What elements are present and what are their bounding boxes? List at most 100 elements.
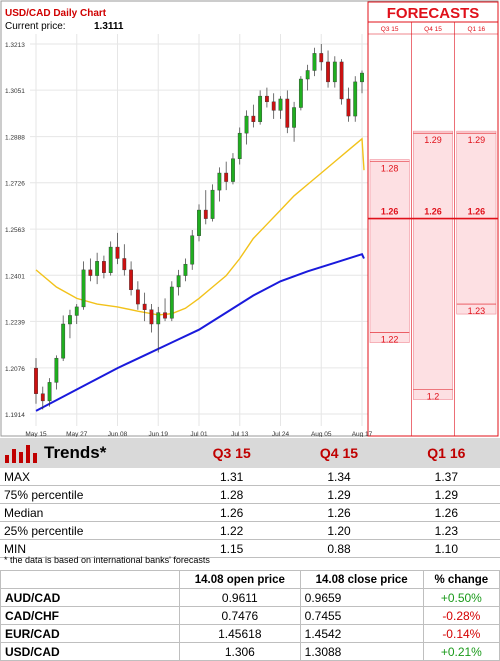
y-tick-label: 1.1914 [5,412,25,419]
trends-header-q1: Q1 16 [392,438,500,468]
trends-footnote: * the data is based on international ban… [4,555,210,565]
y-tick-label: 1.3051 [5,88,25,95]
candle-body [258,95,263,122]
pair: EUR/CAD [0,624,180,643]
trends-header-q3: Q3 15 [178,438,286,468]
candle-body [305,70,310,80]
candle-body [332,61,337,83]
cell: 1.23 [392,521,500,540]
x-tick-label: Jun 08 [108,431,128,437]
x-tick-label: Jul 24 [272,431,290,437]
prices-table: 14.08 open price 14.08 close price % cha… [0,570,500,661]
forecast-value-label: 1.28 [381,164,399,174]
row-label: 25% percentile [0,521,178,540]
candle-body [353,81,358,117]
candle-body [265,95,269,103]
candle-body [61,323,66,359]
x-tick-label: Jun 19 [148,431,168,437]
prices-header-blank [0,570,180,589]
change: +0.21% [422,642,500,661]
candle-body [326,61,330,83]
candle-body [115,246,120,259]
trends-row: 25% percentile 1.22 1.20 1.23 [0,521,500,540]
candle-body [312,53,317,71]
candle-body [278,98,283,111]
y-tick-label: 1.2563 [5,227,25,234]
candle-body [163,312,167,319]
x-tick-label: Jul 13 [231,431,249,437]
candle-body [203,209,208,219]
candle-body [81,269,86,308]
trends-row: 75% percentile 1.28 1.29 1.29 [0,485,500,504]
pair: AUD/CAD [0,588,180,607]
cell: 1.28 [178,485,286,504]
open: 1.45618 [179,624,301,643]
prices-header-close: 14.08 close price [299,570,424,589]
close: 1.4542 [299,624,424,643]
y-tick-label: 1.3213 [5,42,25,49]
candle-body [95,261,100,276]
prices-header-row: 14.08 open price 14.08 close price % cha… [0,570,500,589]
candle-body [244,115,249,134]
candle-body [34,367,38,394]
candle-body [40,393,45,402]
cell: 1.29 [285,485,393,504]
candle-body [156,312,161,325]
close: 0.9659 [299,588,424,607]
row-label: 75% percentile [0,485,178,504]
candle-body [360,72,364,83]
open: 0.9611 [179,588,301,607]
trends-title-cell: Trends* [0,438,178,468]
trends-row: MAX 1.31 1.34 1.37 [0,468,500,486]
candle-body [142,303,147,310]
forecast-value-label: 1.29 [468,135,486,145]
chart-title: USD/CAD Daily Chart [5,8,107,19]
candle-body [251,115,256,122]
cell: 1.26 [392,503,500,522]
price-row: EUR/CAD 1.45618 1.4542 -0.14% [0,624,500,643]
forecast-median-label: 1.26 [424,207,442,217]
candle-body [197,209,201,236]
cell: 1.10 [392,539,500,558]
candle-body [176,275,181,288]
forecast-range-box [456,130,497,315]
candle-body [285,98,290,128]
trends-title: Trends* [44,443,107,462]
candle-body [231,158,235,182]
candle-body [68,315,72,325]
candle-body [210,189,215,219]
candle-body [183,263,188,276]
forecast-range-box [413,130,453,400]
candle-body [149,309,154,325]
chart-grid [30,34,368,426]
cell: 1.29 [392,485,500,504]
candle-body [237,132,242,159]
trends-row: MIN 1.15 0.88 1.10 [0,539,500,558]
cell: 1.20 [285,521,393,540]
x-tick-label: May 15 [25,431,47,437]
prices-header-change: % change [422,570,500,589]
x-tick-label: Jul 01 [190,431,208,437]
change: -0.14% [422,624,500,643]
forecast-value-label: 1.22 [381,335,399,345]
trends-table: Trends* Q3 15 Q4 15 Q1 16 MAX 1.31 1.34 1.3… [0,438,500,558]
current-price-label: Current price: [5,21,66,32]
candles [34,44,364,410]
x-tick-label: May 27 [66,431,88,437]
price-row: CAD/CHF 0.7476 0.7455 -0.28% [0,606,500,625]
trends-header-q4: Q4 15 [285,438,393,468]
trends-row: Median 1.26 1.26 1.26 [0,503,500,522]
candle-body [108,246,113,273]
candle-body [319,53,324,63]
y-tick-label: 1.2726 [5,181,25,188]
x-tick-label: Aug 17 [352,431,373,437]
forecast-value-label: 1.29 [424,135,442,145]
cell: 1.26 [285,503,393,522]
candle-body [339,61,344,100]
change: +0.50% [422,588,500,607]
cell: 1.34 [285,468,393,486]
y-tick-label: 1.2239 [5,319,25,326]
cell: 1.15 [178,539,286,558]
candle-body [122,258,127,271]
row-label: MIN [0,539,178,558]
